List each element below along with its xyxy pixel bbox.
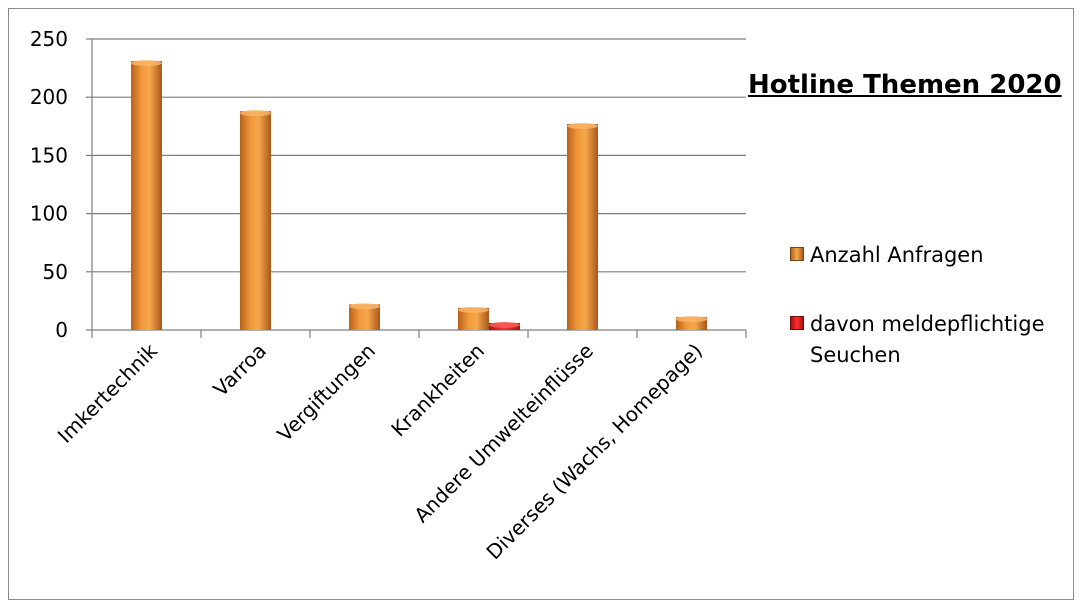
legend-label-anfragen: Anzahl Anfragen [810, 240, 1070, 271]
gridlines [92, 39, 746, 272]
bar-cap-anfragen-4 [567, 123, 598, 129]
legend: Anzahl Anfragen davon meldepflichtige Se… [790, 240, 1070, 409]
legend-item-seuchen: davon meldepflichtige Seuchen [790, 309, 1070, 371]
x-category-label: Vergiftungen [272, 339, 380, 447]
x-category-label: Diverses (Wachs, Homepage) [481, 339, 707, 565]
bar-cap-seuchen-3 [489, 322, 520, 328]
bar-cap-anfragen-1 [240, 110, 271, 116]
bar-cap-anfragen-2 [349, 303, 380, 309]
x-category-label: Andere Umwelteinflüsse [409, 339, 598, 528]
legend-label-seuchen: davon meldepflichtige Seuchen [810, 309, 1070, 371]
x-category-label: Imkertechnik [53, 338, 162, 447]
bar-cap-anfragen-3 [458, 307, 489, 313]
legend-item-anfragen: Anzahl Anfragen [790, 240, 1070, 271]
legend-swatch-seuchen [790, 316, 804, 330]
legend-swatch-anfragen [790, 247, 804, 261]
bar-anfragen-4 [567, 124, 598, 330]
axes [86, 39, 746, 338]
y-tick-label: 0 [55, 318, 68, 342]
x-category-label: Krankheiten [386, 339, 489, 442]
y-tick-label: 50 [43, 260, 68, 284]
bar-cap-anfragen-0 [131, 60, 162, 66]
bars [131, 60, 707, 330]
y-tick-label: 250 [30, 27, 68, 51]
bar-anfragen-0 [131, 61, 162, 330]
y-tick-label: 100 [30, 202, 68, 226]
x-category-label: Varroa [208, 339, 271, 402]
y-tick-label: 200 [30, 85, 68, 109]
bar-anfragen-1 [240, 111, 271, 330]
chart-title: Hotline Themen 2020 [748, 70, 1062, 100]
y-tick-label: 150 [30, 143, 68, 167]
bar-cap-anfragen-5 [676, 316, 707, 322]
